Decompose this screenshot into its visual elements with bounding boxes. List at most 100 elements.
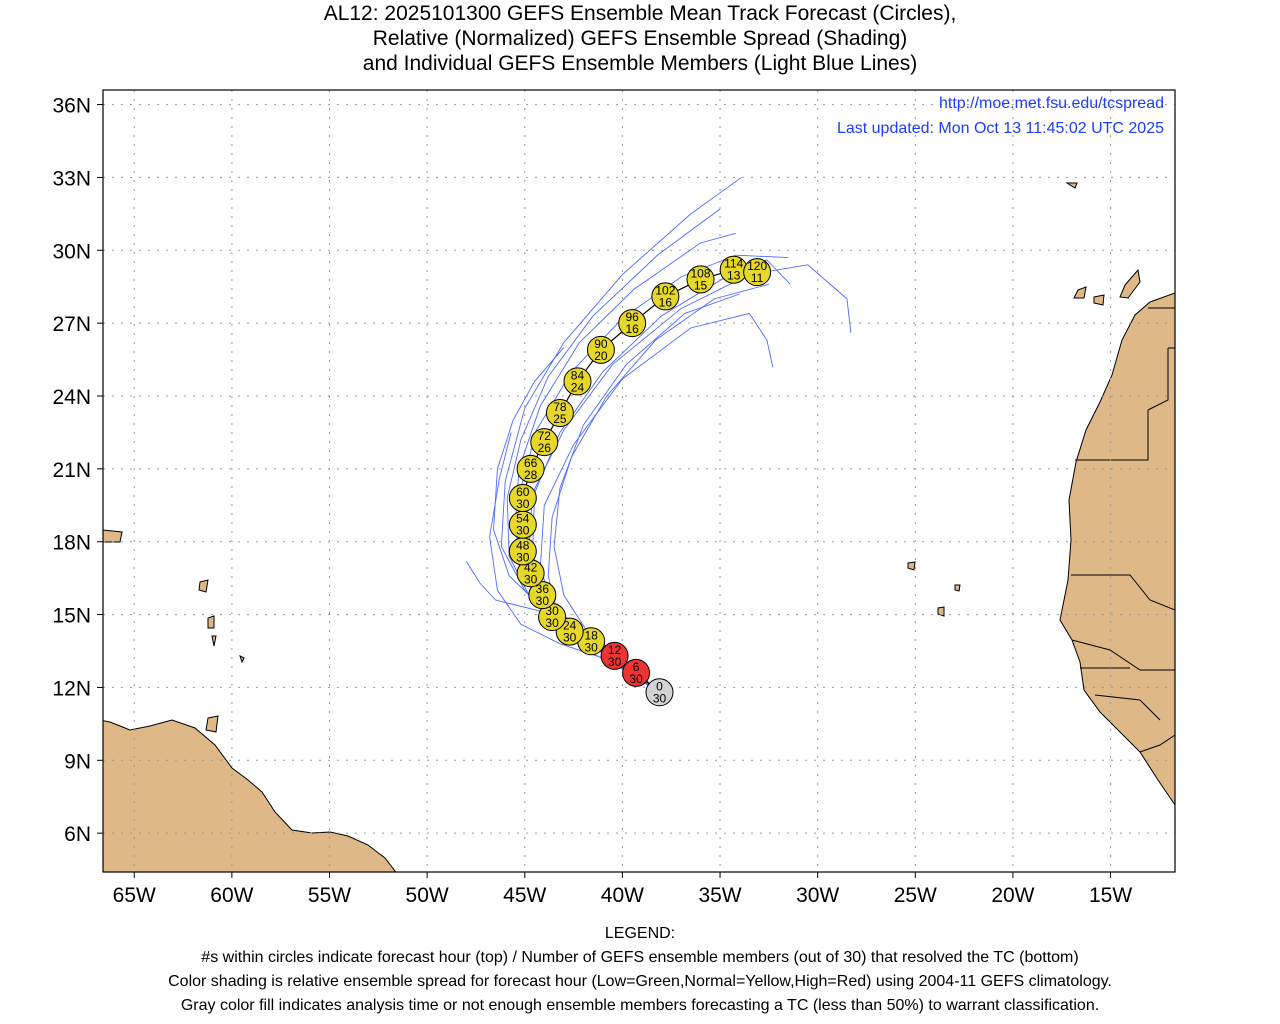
forecast-hour-label: 90 bbox=[594, 337, 608, 351]
forecast-hour-label: 54 bbox=[516, 512, 530, 526]
title-line-1: AL12: 2025101300 GEFS Ensemble Mean Trac… bbox=[323, 2, 957, 25]
land bbox=[103, 182, 1175, 872]
member-count-label: 15 bbox=[694, 278, 708, 292]
map-frame bbox=[102, 89, 1176, 873]
chart-title: AL12: 2025101300 GEFS Ensemble Mean Trac… bbox=[0, 1, 1280, 76]
member-count-label: 30 bbox=[516, 550, 530, 564]
member-count-label: 11 bbox=[751, 271, 764, 285]
track-point: 630 bbox=[622, 658, 651, 687]
member-count-label: 30 bbox=[516, 497, 530, 511]
member-count-label: 30 bbox=[584, 640, 598, 654]
member-count-label: 26 bbox=[538, 441, 552, 455]
y-tick-label: 12N bbox=[52, 677, 91, 700]
track-circle bbox=[618, 309, 647, 338]
land-south-america bbox=[103, 719, 397, 872]
legend-line-1: #s within circles indicate forecast hour… bbox=[201, 949, 1079, 966]
member-count-label: 24 bbox=[571, 380, 585, 394]
forecast-hour-label: 96 bbox=[625, 310, 639, 324]
x-tick-label: 60W bbox=[210, 884, 253, 907]
x-tick-label: 25W bbox=[894, 884, 937, 907]
y-tick-label: 33N bbox=[52, 167, 91, 190]
y-tick-label: 15N bbox=[52, 605, 91, 628]
x-tick-label: 65W bbox=[113, 884, 156, 907]
x-tick-label: 40W bbox=[601, 884, 644, 907]
title-line-3: and Individual GEFS Ensemble Members (Li… bbox=[362, 52, 918, 75]
forecast-hour-label: 108 bbox=[690, 266, 710, 280]
member-count-label: 30 bbox=[516, 524, 530, 538]
member-count-label: 28 bbox=[524, 468, 538, 482]
y-tick-label: 21N bbox=[52, 459, 91, 482]
member-count-label: 30 bbox=[536, 594, 550, 608]
member-count-label: 30 bbox=[653, 691, 667, 705]
track-circle bbox=[508, 484, 537, 512]
forecast-hour-label: 120 bbox=[747, 259, 767, 273]
land-africa bbox=[1059, 292, 1175, 807]
source-link[interactable]: http://moe.met.fsu.edu/tcspread bbox=[939, 95, 1164, 112]
legend: LEGEND: #s within circles indicate forec… bbox=[0, 922, 1280, 1018]
last-updated: Last updated: Mon Oct 13 11:45:02 UTC 20… bbox=[837, 120, 1164, 137]
forecast-hour-label: 102 bbox=[655, 283, 675, 297]
y-tick-label: 27N bbox=[52, 313, 91, 336]
member-count-label: 16 bbox=[659, 295, 673, 309]
mean-track-circles: 0306301230183024303030363042304830543060… bbox=[508, 255, 772, 707]
title-line-2: Relative (Normalized) GEFS Ensemble Spre… bbox=[372, 27, 908, 50]
track-circle bbox=[743, 258, 772, 287]
forecast-hour-label: 114 bbox=[724, 257, 743, 271]
y-tick-label: 18N bbox=[52, 532, 91, 555]
member-count-label: 16 bbox=[625, 322, 639, 336]
forecast-hour-label: 0 bbox=[656, 679, 663, 693]
forecast-hour-label: 66 bbox=[524, 456, 538, 470]
y-tick-label: 30N bbox=[52, 240, 91, 263]
track-circle bbox=[516, 454, 545, 483]
y-tick-label: 24N bbox=[52, 386, 91, 409]
member-count-label: 30 bbox=[629, 672, 643, 686]
member-count-label: 30 bbox=[545, 616, 559, 630]
track-point: 030 bbox=[645, 678, 674, 707]
member-count-label: 20 bbox=[594, 349, 608, 363]
track-circle bbox=[545, 399, 574, 427]
y-tick-label: 9N bbox=[64, 750, 91, 773]
land-islands bbox=[103, 182, 1141, 733]
x-tick-label: 30W bbox=[796, 884, 839, 907]
x-tick-label: 50W bbox=[406, 884, 449, 907]
member-count-label: 30 bbox=[608, 655, 622, 669]
border-lines bbox=[1071, 307, 1175, 753]
forecast-hour-label: 78 bbox=[553, 400, 567, 414]
forecast-hour-label: 60 bbox=[516, 485, 530, 499]
x-tick-label: 35W bbox=[698, 884, 741, 907]
forecast-hour-label: 84 bbox=[571, 368, 585, 382]
forecast-hour-label: 72 bbox=[538, 429, 552, 443]
ensemble-member-track bbox=[553, 293, 740, 693]
axis-ticks: 65W 60W 55W 50W 45W 40W 35W 30W 25W 20W 15W 36N 33N 3… bbox=[52, 95, 1132, 907]
track-circle bbox=[563, 367, 592, 396]
y-tick-label: 36N bbox=[52, 95, 91, 118]
track-circle bbox=[530, 428, 559, 457]
track-circle bbox=[645, 678, 674, 707]
y-tick-label: 6N bbox=[64, 823, 91, 846]
forecast-hour-label: 18 bbox=[584, 628, 598, 642]
forecast-hour-label: 36 bbox=[536, 582, 550, 596]
member-count-label: 30 bbox=[563, 631, 577, 645]
x-tick-label: 45W bbox=[503, 884, 546, 907]
track-circle bbox=[586, 335, 615, 364]
map-background bbox=[103, 90, 1175, 872]
track-circle bbox=[686, 265, 715, 294]
track-circle bbox=[528, 581, 557, 610]
member-count-label: 25 bbox=[553, 412, 567, 426]
